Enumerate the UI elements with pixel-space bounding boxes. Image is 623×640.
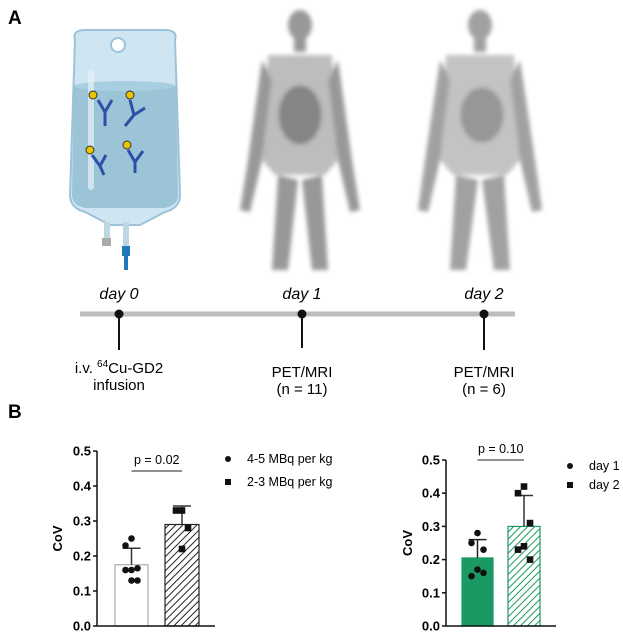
y-tick-label: 0.3	[73, 514, 91, 529]
data-point	[122, 542, 129, 549]
legend-label: day 2	[589, 478, 620, 492]
legend-label: 2-3 MBq per kg	[247, 475, 333, 489]
event-label-line2: infusion	[93, 377, 145, 394]
antibody-icon	[85, 90, 146, 176]
legend-marker-square	[567, 482, 573, 488]
y-axis-label: CoV	[50, 525, 65, 551]
data-point	[172, 507, 180, 514]
data-point	[184, 524, 192, 532]
y-axis-label: CoV	[400, 530, 415, 556]
event-label-line2: (n = 6)	[462, 381, 506, 398]
legend-label: 4-5 MBq per kg	[247, 452, 333, 466]
y-tick-label: 0.4	[73, 479, 92, 494]
legend-marker-circle	[567, 463, 573, 469]
data-point	[128, 566, 135, 574]
data-point	[178, 545, 186, 553]
y-tick-label: 0.5	[73, 444, 91, 459]
chart-day: 0.0 0.1 0.2 0.3 0.4 0.5 CoV p = 0.10 day 1 day 2	[400, 442, 620, 634]
timeline-day2: day 2 PET/MRI (n = 6)	[454, 286, 515, 398]
panel-label-b: B	[8, 402, 22, 423]
y-tick-label: 0.0	[422, 619, 440, 634]
y-tick-label: 0.1	[422, 585, 440, 600]
day-label: day 2	[464, 286, 503, 303]
data-point	[468, 572, 475, 580]
y-tick-label: 0.2	[422, 552, 440, 567]
data-point	[480, 546, 487, 553]
timeline-day0: day 0 i.v. 64Cu-GD2 infusion	[75, 286, 163, 394]
data-point	[474, 566, 481, 573]
pet-image-day2	[418, 10, 542, 270]
y-tick-label: 0.1	[73, 584, 91, 599]
legend-marker-square	[225, 479, 231, 485]
y-tick-label: 0.0	[73, 619, 91, 634]
data-point	[134, 564, 141, 572]
bar-1	[507, 525, 541, 627]
data-point	[128, 577, 135, 584]
y-tick-label: 0.3	[422, 519, 440, 534]
event-label-line2: (n = 11)	[277, 381, 328, 398]
y-tick-label: 0.4	[422, 486, 441, 501]
timeline-day1: day 1 PET/MRI (n = 11)	[272, 286, 333, 398]
p-value-label: p = 0.02	[134, 453, 180, 467]
data-point	[520, 483, 528, 490]
data-point	[122, 566, 129, 574]
bar-1	[164, 523, 200, 627]
data-point	[514, 546, 522, 553]
data-point	[480, 569, 487, 577]
data-point	[178, 507, 186, 514]
y-tick-label: 0.2	[73, 549, 91, 564]
data-point	[526, 519, 534, 527]
y-tick-label: 0.5	[422, 453, 440, 468]
legend-label: day 1	[589, 459, 620, 473]
data-point	[514, 489, 522, 497]
event-label: i.v. 64Cu-GD2	[75, 359, 163, 377]
event-label: PET/MRI	[454, 364, 515, 381]
data-point	[128, 535, 135, 542]
iv-bag-illustration	[68, 29, 182, 270]
data-point	[134, 577, 141, 584]
data-point	[474, 529, 481, 537]
day-label: day 0	[99, 286, 138, 303]
day-label: day 1	[282, 286, 321, 303]
panel-label-a: A	[8, 8, 22, 29]
data-point	[526, 556, 534, 563]
event-label: PET/MRI	[272, 364, 333, 381]
data-point	[520, 543, 528, 550]
data-point	[468, 539, 475, 547]
chart-dose: 0.0 0.1 0.2 0.3 0.4 0.5 CoV p = 0.02 4-5 MBq per…	[50, 444, 333, 634]
bar-0	[114, 564, 149, 627]
p-value-label: p = 0.10	[478, 442, 524, 456]
pet-image-day1	[240, 10, 360, 270]
legend-marker-circle	[225, 456, 231, 462]
